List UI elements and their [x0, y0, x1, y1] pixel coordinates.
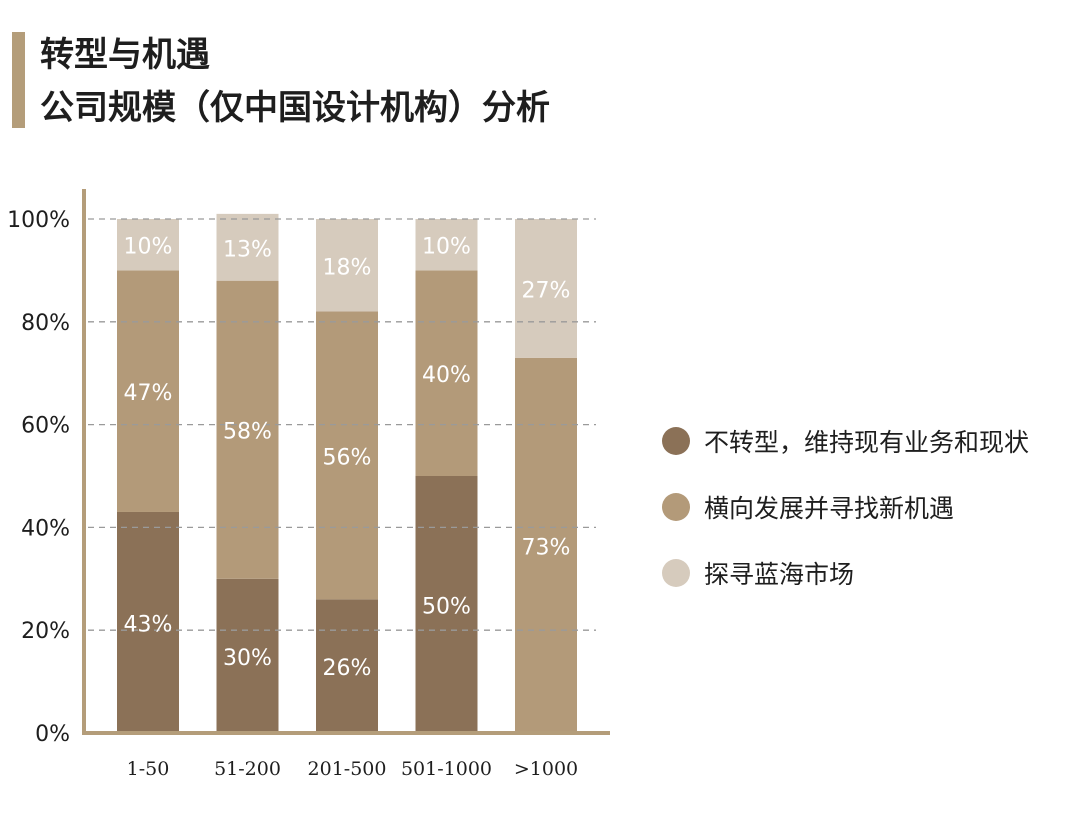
bar-segment: [216, 213, 279, 281]
legend-swatch-light: [662, 559, 690, 587]
x-tick-label: 51-200: [214, 758, 281, 780]
data-label: 10%: [422, 235, 471, 260]
legend-label: 探寻蓝海市场: [704, 560, 855, 589]
bar-segment: [415, 270, 478, 476]
y-tick-label: 80%: [21, 311, 70, 336]
legend-item-no-transform: 不转型，维持现有业务和现状: [662, 424, 1029, 458]
bar-segment: [515, 219, 577, 358]
data-label: 30%: [223, 646, 272, 671]
bar-segment: [515, 357, 577, 733]
bar-segment: [216, 578, 279, 733]
legend-label: 不转型，维持现有业务和现状: [704, 428, 1030, 457]
legend-item-blue-ocean: 探寻蓝海市场: [662, 556, 1029, 590]
legend-swatch-dark: [662, 427, 690, 455]
x-tick-label: 501-1000: [401, 758, 492, 780]
data-label: 50%: [422, 595, 471, 620]
chart-legend: 不转型，维持现有业务和现状 横向发展并寻找新机遇 探寻蓝海市场: [662, 424, 1029, 622]
y-tick-label: 0%: [35, 722, 70, 747]
data-label: 73%: [522, 535, 571, 560]
y-tick-label: 40%: [21, 516, 70, 541]
chart-title: 转型与机遇: [40, 35, 210, 75]
bar-segment: [415, 219, 478, 271]
x-tick-label: >1000: [514, 758, 578, 780]
data-label: 58%: [223, 420, 272, 445]
data-label: 43%: [124, 612, 173, 637]
data-label: 40%: [422, 363, 471, 388]
chart-subtitle: 公司规模（仅中国设计机构）分析: [40, 88, 550, 128]
bar-segment: [216, 280, 279, 579]
title-accent-bar: [12, 32, 25, 128]
bar-segment: [316, 219, 378, 312]
bar-segment: [117, 219, 179, 271]
legend-swatch-mid: [662, 493, 690, 521]
data-label: 26%: [323, 656, 372, 681]
y-tick-label: 100%: [7, 208, 70, 233]
bar-segment: [117, 511, 179, 733]
data-label: 56%: [323, 445, 372, 470]
bar-segment: [415, 476, 478, 733]
data-label: 47%: [124, 381, 173, 406]
y-tick-label: 60%: [21, 414, 70, 439]
bar-segment: [117, 270, 179, 512]
bar-segment: [316, 311, 378, 600]
data-label: 27%: [522, 278, 571, 303]
data-label: 13%: [223, 237, 272, 262]
data-label: 18%: [323, 255, 372, 280]
x-tick-label: 201-500: [308, 758, 387, 780]
legend-label: 横向发展并寻找新机遇: [704, 494, 955, 523]
x-tick-label: 1-50: [127, 758, 170, 780]
legend-item-horizontal-growth: 横向发展并寻找新机遇: [662, 490, 1029, 524]
data-label: 10%: [124, 235, 173, 260]
y-tick-label: 20%: [21, 619, 70, 644]
bar-segment: [316, 599, 378, 733]
